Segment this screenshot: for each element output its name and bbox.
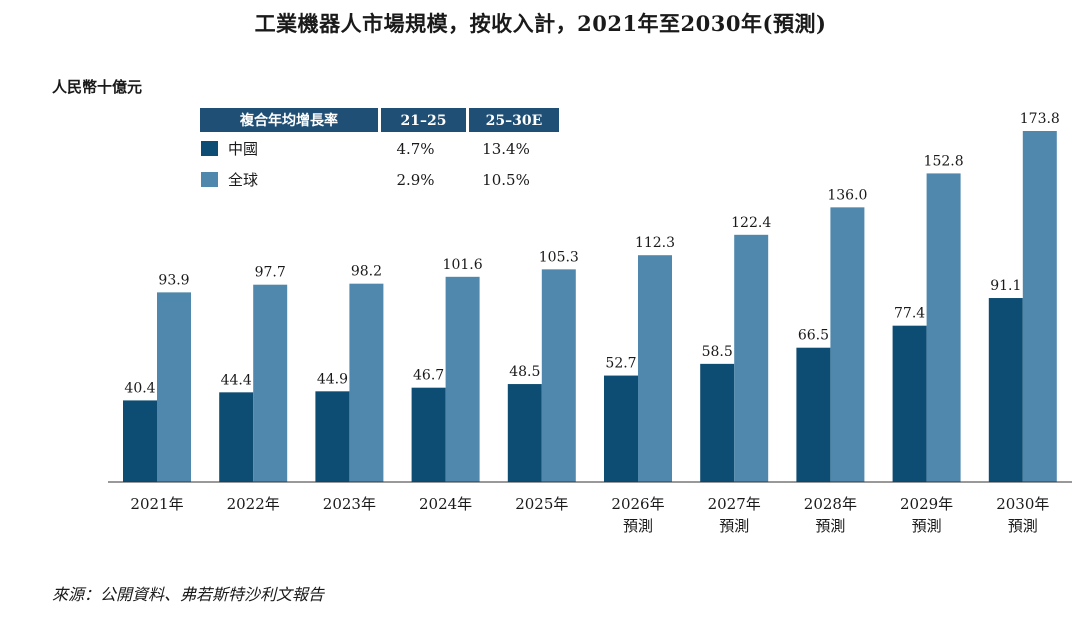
cagr-value: 13.4% (482, 140, 530, 158)
bar-global (734, 234, 769, 482)
bar-china (219, 392, 254, 482)
cagr-value: 4.7% (396, 140, 434, 158)
x-tick-label: 2024年 (419, 495, 472, 513)
x-tick-label: 2030年 (996, 495, 1049, 513)
x-tick-label: 2025年 (515, 495, 568, 513)
legend-swatch (201, 141, 218, 156)
x-tick-label: 2021年 (130, 495, 183, 513)
bar-value-label: 48.5 (509, 364, 540, 380)
x-tick-label: 預測 (912, 517, 942, 535)
bar-value-label: 66.5 (798, 328, 829, 344)
bar-china (796, 347, 831, 482)
bar-value-label: 46.7 (413, 368, 444, 384)
chart-title: 工業機器人市場規模，按收入計，2021年至2030年(預測) (254, 11, 827, 36)
x-tick-label: 2028年 (804, 495, 857, 513)
bar-value-label: 93.9 (158, 272, 189, 288)
bar-china (507, 384, 542, 482)
x-tick-label: 2026年 (611, 495, 664, 513)
x-tick-label: 預測 (1008, 517, 1038, 535)
bar-china (604, 375, 638, 482)
bar-global (445, 276, 480, 482)
bar-value-label: 40.4 (124, 380, 155, 396)
x-tick-label: 預測 (815, 517, 845, 535)
source-note: 來源：公開資料、弗若斯特沙利文報告 (52, 585, 325, 604)
bar-value-label: 97.7 (255, 265, 286, 281)
x-tick-label: 預測 (719, 517, 749, 535)
x-tick-label: 2027年 (708, 495, 761, 513)
cagr-header-label: 複合年均增長率 (239, 112, 338, 129)
bar-global (830, 207, 865, 482)
legend-swatch (201, 172, 218, 187)
bar-value-label: 136.0 (827, 187, 867, 203)
cagr-header-label: 25–30E (486, 113, 543, 129)
bar-value-label: 44.4 (221, 372, 252, 388)
cagr-header-label: 21–25 (401, 113, 447, 129)
cagr-header-cell (469, 108, 559, 132)
x-tick-label: 2023年 (323, 495, 376, 513)
cagr-value: 2.9% (396, 171, 434, 189)
x-tick-label: 2022年 (227, 495, 280, 513)
bar-value-label: 98.2 (351, 264, 382, 280)
bar-value-label: 122.4 (731, 215, 771, 231)
cagr-table: 複合年均增長率 21–25 25–30E 中國 4.7% 13.4% 全球 2.9% 10.5% (200, 108, 559, 189)
x-tick-label: 2029年 (900, 495, 953, 513)
legend-label: 全球 (228, 171, 258, 189)
bar-china (315, 391, 350, 482)
cagr-value: 10.5% (482, 171, 530, 189)
bar-value-label: 152.8 (924, 153, 964, 169)
bar-value-label: 101.6 (443, 257, 483, 273)
bar-china (700, 363, 735, 482)
bar-value-label: 112.3 (635, 235, 675, 251)
bar-global (1022, 131, 1057, 482)
bar-value-label: 77.4 (894, 306, 925, 322)
cagr-header-cell (200, 108, 378, 132)
bar-china (892, 325, 927, 482)
bar-global (157, 292, 191, 482)
bar-china (411, 387, 446, 482)
bar-china (988, 298, 1023, 482)
bar-global (253, 284, 288, 482)
bar-value-label: 52.7 (605, 356, 636, 372)
bar-china (123, 400, 157, 482)
bar-value-label: 58.5 (702, 344, 733, 360)
unit-label: 人民幣十億元 (52, 78, 143, 96)
bar-global (541, 269, 576, 482)
bar-global (349, 283, 384, 482)
bar-global (638, 255, 672, 482)
x-tick-label: 預測 (623, 517, 653, 535)
bar-value-label: 91.1 (990, 278, 1021, 294)
bar-value-label: 173.8 (1020, 111, 1060, 127)
cagr-header-cell (381, 108, 466, 132)
legend-label: 中國 (228, 140, 258, 158)
bar-value-label: 105.3 (539, 249, 579, 265)
bar-global (926, 173, 961, 482)
bar-value-label: 44.9 (317, 371, 348, 387)
bars: 40.4 44.4 44.9 46.7 48.5 52.7 58.5 66.5 77.4 91.1… (123, 111, 1060, 482)
